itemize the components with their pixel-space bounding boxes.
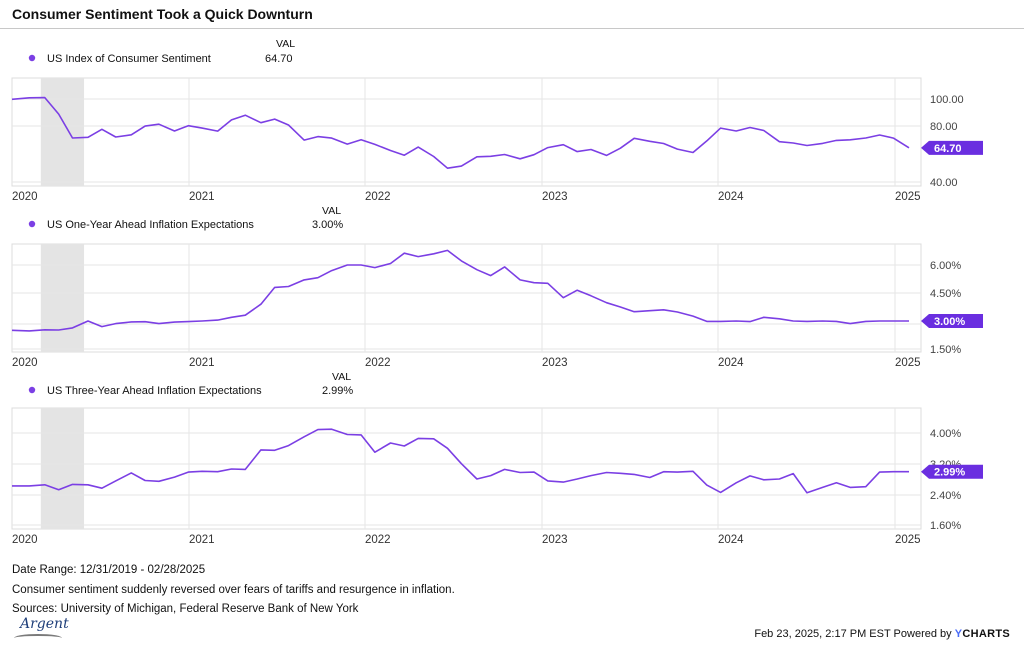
plot-frame-3 (11, 407, 922, 530)
ycharts-logo-y: Y (954, 628, 963, 640)
series-line (12, 428, 909, 494)
argent-logo-text: Argent (20, 616, 69, 632)
x-tick-label: 2024 (718, 357, 744, 369)
y-tick-label: 6.00% (930, 260, 961, 272)
x-tick-label: 2024 (718, 191, 744, 203)
series-line (11, 96, 910, 169)
legend-series-value: 3.00% (312, 219, 343, 231)
last-value-badge-text: 64.70 (934, 143, 962, 155)
series-line (11, 249, 909, 332)
legend-series-name: US Index of Consumer Sentiment (47, 53, 211, 65)
chart-note: Consumer sentiment suddenly reversed ove… (12, 584, 455, 596)
x-tick-label: 2022 (365, 191, 391, 203)
y-tick-label: 80.00 (930, 121, 958, 133)
legend-series-value: 2.99% (322, 385, 353, 397)
x-tick-label: 2022 (365, 357, 391, 369)
last-value-badge-text: 3.00% (934, 316, 965, 328)
y-tick-label: 1.60% (930, 520, 961, 532)
ycharts-logo-text: CHARTS (962, 628, 1010, 640)
legend-series-value: 64.70 (265, 53, 293, 65)
legend-marker (28, 220, 36, 228)
y-tick-label: 4.00% (930, 428, 961, 440)
last-value-badge-text: 2.99% (934, 467, 965, 479)
x-tick-label: 2023 (542, 191, 568, 203)
x-tick-label: 2021 (189, 534, 215, 546)
chart-title: Consumer Sentiment Took a Quick Downturn (12, 6, 313, 22)
x-tick-label: 2025 (895, 191, 921, 203)
ycharts-logo[interactable]: YCHARTS (955, 628, 1010, 640)
date-range: Date Range: 12/31/2019 - 02/28/2025 (12, 564, 206, 576)
timestamp-text: Feb 23, 2025, 2:17 PM EST Powered by (754, 628, 952, 640)
x-tick-label: 2020 (12, 357, 38, 369)
x-tick-label: 2021 (189, 357, 215, 369)
x-tick-label: 2024 (718, 534, 744, 546)
x-tick-label: 2025 (895, 357, 921, 369)
legend-val-header: VAL (276, 38, 295, 50)
legend-marker (28, 386, 36, 394)
legend-series-name: US Three-Year Ahead Inflation Expectatio… (47, 385, 262, 397)
last-value-badge (921, 464, 983, 479)
sources-text: Sources: University of Michigan, Federal… (12, 603, 359, 615)
y-tick-label: 4.50% (930, 288, 961, 300)
x-tick-label: 2023 (542, 534, 568, 546)
recession-band (40, 244, 85, 352)
x-tick-label: 2021 (189, 191, 215, 203)
recession-band (40, 408, 85, 529)
plot-frame-2 (11, 243, 922, 353)
recession-band (40, 78, 85, 186)
argent-logo-swoosh (14, 634, 62, 642)
y-tick-label: 100.00 (930, 94, 964, 106)
x-tick-label: 2023 (542, 357, 568, 369)
x-tick-label: 2025 (895, 534, 921, 546)
x-tick-label: 2020 (12, 191, 38, 203)
x-tick-label: 2022 (365, 534, 391, 546)
title-divider (0, 28, 1024, 29)
legend-series-name: US One-Year Ahead Inflation Expectations (47, 219, 254, 231)
x-tick-label: 2020 (12, 534, 38, 546)
y-tick-label: 1.50% (930, 344, 961, 356)
y-tick-label: 2.40% (930, 490, 961, 502)
legend-val-header: VAL (332, 371, 351, 383)
y-tick-label: 40.00 (930, 177, 958, 189)
legend-val-header: VAL (322, 205, 341, 217)
plot-frame-1 (11, 77, 922, 187)
legend-marker (28, 54, 36, 62)
last-value-badge (921, 140, 983, 155)
chart-area: 100.00 80.00 40.00 2020 2021 2022 2023 2024 2025… (11, 38, 983, 546)
timestamp-powered-by: Feb 23, 2025, 2:17 PM EST Powered by YCH… (754, 628, 1010, 640)
last-value-badge (921, 314, 983, 328)
